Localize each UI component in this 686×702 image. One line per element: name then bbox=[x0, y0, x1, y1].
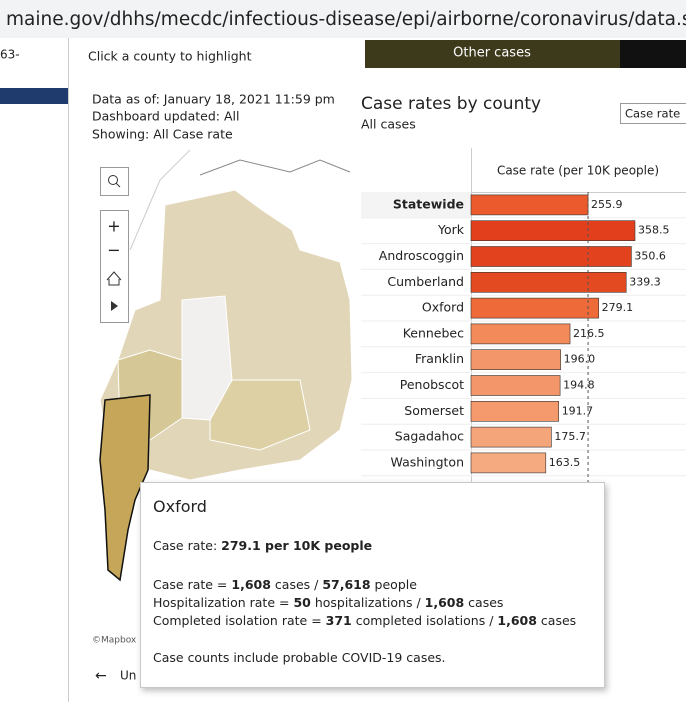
value-label: 350.6 bbox=[634, 250, 666, 263]
tab[interactable] bbox=[365, 40, 620, 68]
bar bbox=[470, 220, 636, 241]
tooltip-part: hospitalizations / bbox=[310, 595, 425, 610]
dropdown-label[interactable]: Case rate bbox=[625, 107, 680, 121]
home-button[interactable] bbox=[106, 271, 122, 286]
category-label: Androscoggin bbox=[379, 248, 464, 263]
tooltip-part: 50 bbox=[293, 595, 311, 610]
value-label: 339.3 bbox=[629, 275, 661, 288]
bar bbox=[470, 349, 561, 371]
bar bbox=[470, 400, 559, 422]
category-label: Statewide bbox=[393, 196, 464, 211]
value-label: 255.9 bbox=[591, 198, 623, 211]
tooltip-part: cases bbox=[464, 595, 504, 610]
zoom-in[interactable]: + bbox=[107, 217, 120, 236]
tooltip-part: Hospitalization rate = bbox=[153, 595, 294, 610]
category-label: Kennebec bbox=[403, 325, 464, 340]
tab-label[interactable]: Other cases bbox=[453, 46, 531, 61]
back-arrow[interactable]: ← bbox=[95, 668, 107, 684]
tooltip-part: 1,608 bbox=[424, 595, 465, 610]
tooltip-line: Completed isolation rate = 371 completed… bbox=[153, 613, 592, 628]
address-bar bbox=[0, 0, 686, 38]
back-label[interactable]: Un bbox=[120, 669, 136, 683]
value-label: 358.5 bbox=[638, 224, 670, 237]
hint: Click a county to highlight bbox=[88, 49, 252, 64]
value-label: 163.5 bbox=[549, 456, 581, 469]
bar bbox=[470, 426, 552, 448]
info: Data as of: January 18, 2021 11:59 pm bbox=[92, 92, 335, 107]
sidebar-text: 63- bbox=[0, 48, 20, 62]
label: Case rate: bbox=[153, 538, 222, 553]
bar bbox=[470, 271, 627, 293]
category-label: Franklin bbox=[415, 351, 464, 366]
value-label: 279.1 bbox=[602, 301, 634, 314]
tooltip-part: cases / bbox=[270, 577, 323, 592]
value-label: 191.7 bbox=[562, 404, 594, 417]
value-label: 216.5 bbox=[573, 327, 605, 340]
chart-title: Case rates by county bbox=[361, 94, 541, 114]
info: Dashboard updated: All bbox=[92, 109, 239, 124]
zoom-out[interactable]: − bbox=[107, 241, 120, 260]
attribution: ©Mapbox bbox=[92, 636, 137, 646]
value-label: 194.8 bbox=[563, 379, 595, 392]
tooltip-part: people bbox=[370, 577, 417, 592]
sidebar-bar bbox=[0, 88, 68, 104]
category-label: Oxford bbox=[422, 300, 464, 315]
bar bbox=[470, 297, 599, 319]
map[interactable] bbox=[99, 149, 353, 582]
value-label: 175.7 bbox=[554, 430, 586, 443]
tooltip-part: 1,608 bbox=[231, 577, 271, 592]
bar bbox=[470, 194, 589, 216]
tooltip-title: Oxford bbox=[153, 497, 207, 516]
tooltip-part: Case rate = bbox=[153, 577, 232, 592]
bar bbox=[470, 246, 632, 267]
tooltip-part: 57,618 bbox=[322, 577, 371, 592]
tooltip-note: Case counts include probable COVID-19 ca… bbox=[153, 650, 446, 665]
search-icon bbox=[108, 175, 118, 185]
tooltip-part: cases bbox=[536, 613, 577, 628]
tooltip-lines: Case rate = 1,608 cases / 57,618 people H… bbox=[153, 577, 592, 628]
category-label: Penobscot bbox=[400, 377, 464, 392]
tooltip-part: completed isolations / bbox=[351, 613, 498, 628]
tooltip-part: 1,608 bbox=[497, 613, 537, 628]
category-label: York bbox=[437, 222, 465, 237]
bar bbox=[470, 375, 561, 396]
tooltip-part: 371 bbox=[325, 613, 352, 628]
search-icon bbox=[115, 182, 121, 188]
category-label: Cumberland bbox=[387, 274, 464, 289]
category-label: Sagadahoc bbox=[395, 429, 464, 444]
info: Showing: All Case rate bbox=[92, 127, 233, 142]
category-label: Somerset bbox=[404, 403, 464, 418]
row-highlight bbox=[361, 192, 471, 218]
value: 279.1 per 10K people bbox=[221, 538, 373, 553]
bars: Statewide 255.9 York 358.5 Androscoggin 350.6… bbox=[361, 192, 686, 482]
category-label: Washington bbox=[391, 454, 464, 469]
bar bbox=[470, 323, 571, 345]
tooltip-case-rate: Case rate: 279.1 per 10K people bbox=[153, 538, 592, 553]
tooltip-part: Completed isolation rate = bbox=[153, 613, 326, 628]
tooltip-line: Case rate = 1,608 cases / 57,618 people bbox=[153, 577, 592, 592]
tooltip-line: Hospitalization rate = 50 hospitalizatio… bbox=[153, 595, 592, 610]
url[interactable]: maine.gov/dhhs/mecdc/infectious-disease/… bbox=[6, 9, 686, 30]
axis-label: Case rate (per 10K people) bbox=[497, 164, 659, 178]
value-label: 196.0 bbox=[564, 353, 596, 366]
dropdown[interactable] bbox=[620, 103, 686, 124]
search-button[interactable] bbox=[100, 167, 129, 196]
bar bbox=[470, 452, 547, 474]
play-button[interactable] bbox=[111, 301, 118, 311]
tab-dark[interactable] bbox=[620, 40, 686, 68]
chart-subtitle: All cases bbox=[361, 117, 416, 132]
tooltip: Oxford Case rate: 279.1 per 10K people C… bbox=[140, 482, 605, 688]
